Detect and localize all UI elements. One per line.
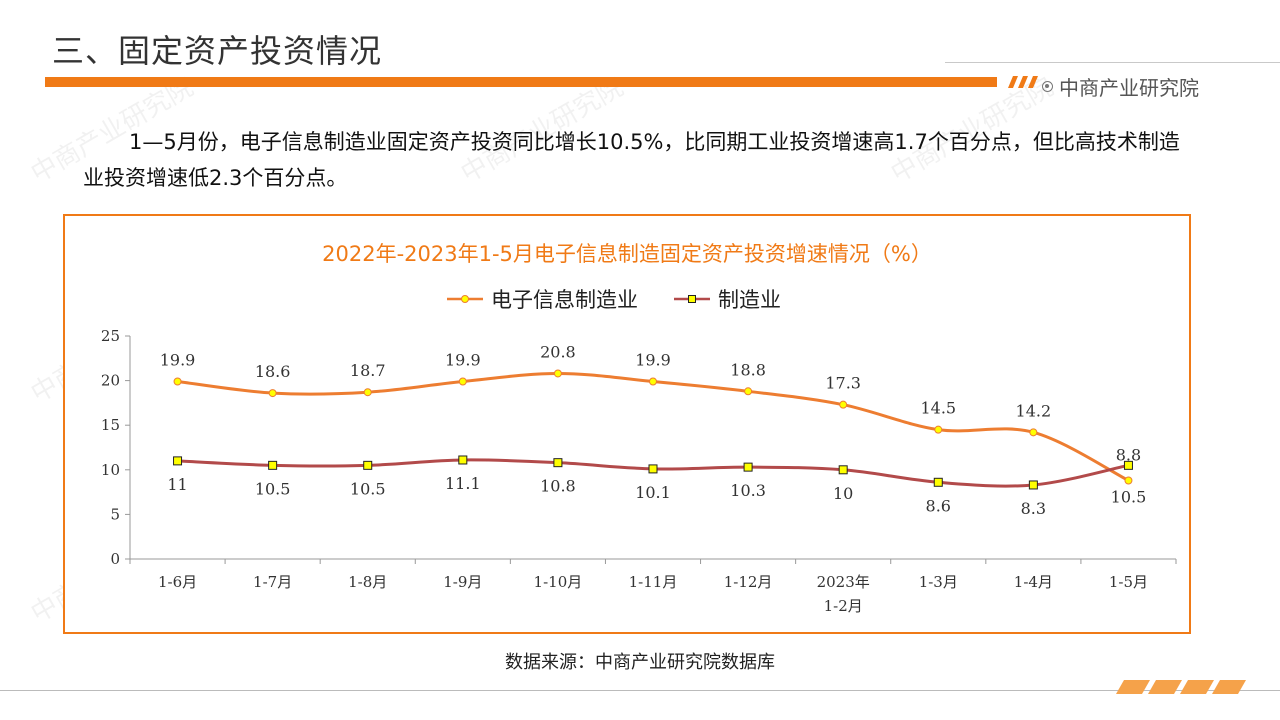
summary-text: 1—5月份，电子信息制造业固定资产投资同比增长10.5%，比同期工业投资增速高1… — [83, 130, 1180, 190]
data-label: 11.1 — [445, 474, 481, 493]
data-point — [1124, 476, 1133, 485]
data-point — [553, 369, 562, 378]
x-tick-label: 1-8月 — [348, 573, 387, 591]
y-tick-label: 15 — [101, 416, 120, 434]
data-label: 14.2 — [1016, 401, 1052, 420]
data-source: 数据来源：中商产业研究院数据库 — [505, 652, 775, 673]
data-label: 10.3 — [730, 481, 766, 500]
data-point — [268, 389, 277, 398]
x-tick-label: 1-7月 — [253, 573, 292, 591]
data-label: 11 — [167, 475, 187, 494]
data-label: 19.9 — [635, 350, 671, 369]
x-tick-label: 2023年 — [817, 573, 870, 591]
x-tick-label: 1-6月 — [158, 573, 197, 591]
x-tick-label: 1-3月 — [919, 573, 958, 591]
data-label: 17.3 — [825, 374, 861, 393]
header-divider — [945, 62, 1280, 63]
legend-swatch-series1 — [447, 295, 483, 303]
data-label: 18.7 — [350, 361, 386, 380]
chart-title: 2022年-2023年1-5月电子信息制造固定资产投资增速情况（%） — [322, 242, 932, 266]
data-point — [744, 387, 753, 396]
y-tick-label: 5 — [110, 505, 120, 523]
data-point — [1123, 460, 1133, 470]
page-title: 三、固定资产投资情况 — [52, 32, 383, 70]
summary-paragraph: 1—5月份，电子信息制造业固定资产投资同比增长10.5%，比同期工业投资增速高1… — [83, 124, 1193, 196]
brand: 中商产业研究院 — [1042, 72, 1199, 101]
data-point — [553, 458, 563, 468]
data-point — [933, 477, 943, 487]
data-point — [173, 456, 183, 466]
data-point — [934, 425, 943, 434]
data-label: 14.5 — [920, 399, 956, 418]
data-point — [1029, 428, 1038, 437]
legend-swatch-series2 — [674, 295, 710, 303]
data-label: 8.6 — [926, 496, 951, 515]
data-point — [838, 465, 848, 475]
data-label: 10 — [833, 484, 853, 503]
data-point — [173, 377, 182, 386]
header-accent-bar — [45, 77, 997, 87]
data-label: 10.5 — [1111, 487, 1147, 506]
target-icon — [1042, 81, 1053, 92]
x-tick-label: 1-12月 — [724, 573, 773, 591]
brand-name: 中商产业研究院 — [1059, 76, 1199, 100]
y-tick-label: 10 — [101, 461, 120, 479]
x-tick-label: 1-9月 — [443, 573, 482, 591]
x-tick-label: 1-5月 — [1109, 573, 1148, 591]
y-tick-label: 0 — [110, 550, 120, 568]
data-label: 10.1 — [635, 483, 671, 502]
data-label: 8.8 — [1116, 446, 1141, 465]
data-point — [458, 455, 468, 465]
chart-legend: 电子信息制造业 制造业 — [445, 284, 781, 314]
data-point — [649, 377, 657, 386]
x-tick-label: 1-4月 — [1014, 573, 1053, 591]
data-point — [363, 388, 372, 397]
data-point — [1028, 480, 1038, 490]
data-label: 18.8 — [730, 360, 766, 379]
data-point — [743, 462, 753, 472]
legend-item-series2: 制造业 — [672, 284, 781, 314]
data-label: 18.6 — [255, 362, 291, 381]
y-tick-label: 25 — [101, 327, 120, 345]
x-tick-label: 1-11月 — [629, 573, 678, 591]
data-point — [839, 400, 848, 409]
data-point — [648, 464, 658, 474]
legend-label-series1: 电子信息制造业 — [491, 288, 638, 312]
stripes-decoration — [1008, 76, 1038, 88]
x-tick-label: 1-2月 — [824, 597, 863, 615]
data-point — [458, 377, 467, 386]
footer-divider — [0, 690, 1280, 691]
data-label: 19.9 — [445, 350, 481, 369]
data-label: 10.5 — [350, 479, 386, 498]
data-label: 19.9 — [160, 350, 196, 369]
data-label: 20.8 — [540, 342, 576, 361]
data-label: 10.8 — [540, 477, 576, 496]
footer-stripes-decoration — [1116, 680, 1246, 694]
chart-panel: 2022年-2023年1-5月电子信息制造固定资产投资增速情况（%） 电子信息制… — [63, 214, 1191, 634]
data-label: 10.5 — [255, 479, 291, 498]
x-tick-label: 1-10月 — [534, 573, 583, 591]
legend-item-series1: 电子信息制造业 — [445, 284, 638, 314]
line-chart: 0 5 10 15 20 25 1-6月 1-7月 1-8月 1-9月 1-10月 1-11月 1-12… — [101, 327, 1177, 615]
legend-label-series2: 制造业 — [718, 288, 781, 312]
data-label: 8.3 — [1021, 499, 1046, 518]
y-tick-label: 20 — [101, 372, 120, 390]
data-point — [268, 460, 278, 470]
data-point — [363, 460, 373, 470]
